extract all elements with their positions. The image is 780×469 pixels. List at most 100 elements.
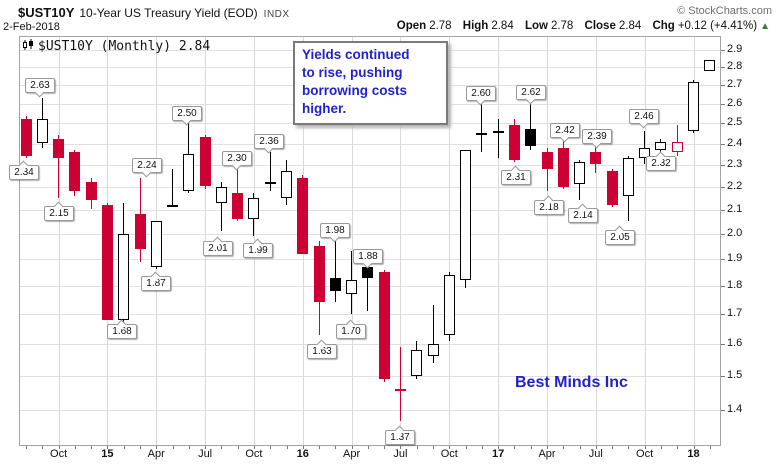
y-axis-tick: [721, 164, 725, 166]
plot-area-border: [19, 36, 721, 446]
y-axis-tick: [721, 123, 725, 125]
price-callout-1.68: 1.68: [107, 319, 137, 339]
y-axis-label: 2.5: [727, 116, 743, 129]
candle-wick: [334, 238, 336, 303]
y-axis-tick: [721, 375, 725, 377]
high-value: 2.84: [491, 20, 514, 32]
x-axis-tick: [677, 446, 679, 449]
candle-wick: [367, 264, 369, 311]
price-callout-2.63: 2.63: [25, 78, 55, 98]
candle-may-2017: [557, 147, 569, 187]
candle-sep-2017: [622, 158, 634, 196]
x-axis-tick: [205, 446, 207, 449]
price-callout-2.31: 2.31: [501, 165, 531, 185]
y-axis-label: 1.6: [727, 336, 743, 349]
y-axis-tick: [721, 209, 725, 211]
price-callout-2.24: 2.24: [132, 158, 162, 178]
candle-wick: [546, 147, 548, 192]
x-axis-tick: [416, 446, 418, 449]
price-callout-1.37: 1.37: [385, 425, 415, 445]
chart-header: $UST10Y 10-Year US Treasury Yield (EOD) IN…: [18, 4, 290, 22]
y-axis-label: 2.4: [727, 136, 743, 149]
candle-oct-2014: [53, 139, 65, 159]
price-callout-1.70: 1.70: [336, 319, 366, 339]
annotation-line: Yields continued: [302, 47, 410, 62]
price-callout-2.14: 2.14: [568, 203, 598, 223]
x-axis-label: Apr: [343, 448, 361, 460]
x-axis-tick: [449, 446, 451, 449]
gridline-horizontal: [20, 164, 720, 166]
ticker-symbol: $UST10Y: [18, 5, 75, 20]
chg-label: Chg: [652, 20, 675, 32]
y-axis-label: 2.9: [727, 43, 743, 55]
candle-wick: [497, 119, 499, 159]
gridline-vertical: [693, 37, 695, 445]
x-axis-tick: [91, 446, 93, 449]
candle-jan-2018: [688, 81, 699, 132]
x-axis-tick: [270, 446, 272, 449]
y-axis-label: 2.3: [727, 157, 743, 170]
y-axis-tick: [721, 409, 725, 411]
y-axis-label: 1.8: [727, 278, 743, 291]
annotation-note: Yields continued to rise, pushing borrow…: [293, 41, 448, 125]
y-axis-tick: [721, 50, 725, 51]
y-axis-label: 1.7: [727, 307, 743, 319]
gridline-vertical: [58, 37, 60, 445]
x-axis-label: Jul: [393, 448, 408, 460]
gridline-vertical: [351, 37, 353, 445]
price-callout-1.63: 1.63: [307, 339, 337, 359]
candle-dec-2015: [281, 171, 292, 198]
candle-jun-2016: [378, 272, 390, 380]
candle-may-2016: [362, 266, 374, 278]
x-axis-label: Apr: [538, 448, 556, 460]
x-axis-tick: [530, 446, 532, 449]
x-axis-tick: [628, 446, 630, 449]
price-callout-2.42: 2.42: [550, 123, 580, 143]
x-axis-tick: [595, 446, 597, 449]
up-triangle-icon: ▲: [760, 21, 770, 32]
candle-oct-2017: [639, 147, 651, 159]
candle-feb-2018: [704, 60, 716, 71]
x-axis-tick: [237, 446, 239, 449]
gridline-vertical: [547, 37, 548, 445]
y-axis-tick: [721, 104, 725, 105]
price-callout-2.34: 2.34: [9, 160, 39, 180]
exchange-label: INDX: [263, 9, 290, 20]
y-axis-label: 2.8: [727, 60, 743, 73]
x-axis-tick: [367, 446, 369, 449]
y-axis-tick: [721, 186, 725, 188]
candle-sep-2014: [36, 119, 48, 144]
x-axis-tick: [107, 446, 109, 449]
candle-feb-2017: [508, 125, 520, 161]
price-callout-2.01: 2.01: [203, 236, 233, 256]
candle-aug-2014: [20, 119, 32, 156]
candle-wick: [220, 182, 222, 232]
y-axis-tick: [721, 85, 725, 87]
plot-legend: $UST10Y (Monthly) 2.84: [22, 39, 210, 54]
quote-date: 2-Feb-2018: [3, 21, 60, 33]
candle-nov-2014: [69, 151, 81, 191]
price-callout-2.50: 2.50: [172, 106, 202, 126]
y-axis-tick: [721, 314, 725, 315]
candle-aug-2016: [411, 350, 423, 376]
price-callout-1.98: 1.98: [320, 223, 350, 243]
candle-dec-2014: [85, 182, 97, 201]
x-axis-tick: [74, 446, 76, 449]
stockcharts-copyright: © StockCharts.com: [677, 5, 772, 17]
candle-wick: [530, 100, 532, 150]
candle-sep-2016: [427, 343, 439, 357]
candle-mar-2016: [329, 277, 341, 292]
candle-jul-2015: [199, 137, 211, 187]
high-label: High: [462, 20, 489, 32]
candle-jul-2016: [394, 389, 406, 392]
gridline-vertical: [644, 37, 646, 445]
x-axis-label: 18: [687, 448, 700, 460]
x-axis-tick: [351, 446, 353, 449]
gridline-horizontal: [20, 285, 720, 287]
close-label: Close: [584, 20, 616, 32]
candle-mar-2017: [525, 129, 537, 146]
candle-may-2015: [167, 204, 178, 207]
ohlc-summary: Open 2.78 High 2.84 Low 2.78 Close 2.84 Chg +…: [397, 20, 770, 32]
candle-oct-2016: [443, 274, 455, 335]
candle-aug-2017: [606, 171, 618, 205]
